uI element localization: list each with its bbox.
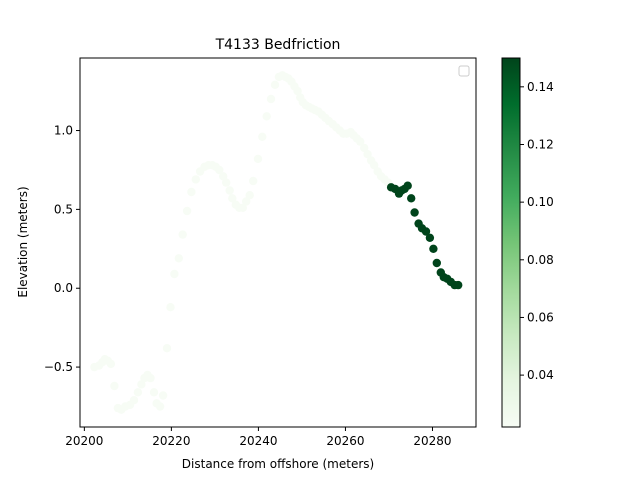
colorbar-tick-label: 0.10	[527, 195, 554, 209]
x-tick-label: 20260	[326, 434, 364, 448]
data-point	[238, 203, 247, 212]
x-tick-label: 20280	[413, 434, 451, 448]
data-point	[363, 150, 372, 159]
data-point	[432, 258, 441, 268]
data-point	[178, 230, 187, 239]
data-point	[215, 165, 224, 175]
data-point	[170, 269, 179, 279]
data-point	[249, 176, 258, 186]
colorbar-tick-label: 0.06	[527, 310, 554, 324]
data-point	[360, 143, 369, 153]
data-point	[245, 191, 254, 200]
data-point	[410, 208, 419, 217]
x-tick-label: 20220	[152, 434, 190, 448]
data-point	[421, 227, 431, 236]
data-point	[266, 94, 276, 104]
scatter-points	[90, 71, 463, 414]
x-axis: 20200 20220 20240 20260 20280	[65, 427, 452, 448]
colorbar-tick-label: 0.14	[527, 80, 554, 94]
data-point	[158, 391, 168, 400]
y-axis: −0.5 0.0 0.5 1.0	[44, 124, 80, 374]
data-point	[166, 303, 175, 312]
y-tick-label: 0.0	[54, 281, 73, 295]
data-point	[155, 402, 165, 411]
chart-title: T4133 Bedfriction	[215, 37, 341, 53]
y-axis-title: Elevation (meters)	[16, 186, 30, 297]
data-point	[146, 373, 155, 383]
data-point	[129, 396, 139, 405]
data-point	[258, 132, 267, 141]
data-point	[219, 172, 228, 181]
data-point	[137, 380, 146, 389]
x-tick-label: 20200	[65, 434, 103, 448]
data-point	[228, 194, 237, 203]
data-point	[370, 161, 379, 170]
data-point	[106, 359, 116, 369]
data-point	[187, 187, 196, 197]
data-point	[356, 137, 365, 146]
plot-frame	[79, 57, 477, 428]
data-point	[110, 381, 119, 391]
colorbar-tick-label: 0.12	[527, 137, 554, 151]
data-point	[293, 86, 302, 96]
colorbar	[501, 57, 521, 428]
colorbar-tick-label: 0.08	[527, 253, 554, 267]
data-point	[270, 80, 280, 90]
data-point	[149, 388, 159, 397]
data-point	[133, 388, 143, 397]
data-point	[429, 244, 438, 253]
data-point	[407, 194, 416, 203]
x-axis-title: Distance from offshore (meters)	[182, 457, 374, 471]
data-point	[242, 197, 251, 206]
y-tick-label: 0.5	[54, 202, 73, 216]
y-tick-label: −0.5	[44, 360, 73, 374]
data-point	[162, 344, 172, 353]
legend-box	[458, 65, 470, 77]
y-tick-label: 1.0	[54, 124, 73, 138]
data-point	[191, 175, 200, 184]
data-point	[225, 186, 234, 195]
x-tick-label: 20240	[239, 434, 277, 448]
data-point	[182, 206, 192, 216]
data-point	[174, 254, 183, 263]
data-point	[262, 112, 271, 121]
data-point	[403, 181, 412, 190]
data-point	[253, 154, 263, 164]
data-point	[425, 233, 435, 242]
colorbar-tick-label: 0.04	[527, 368, 554, 382]
data-point	[454, 280, 463, 290]
colorbar-axis: 0.04 0.06 0.08 0.10 0.12 0.14	[520, 80, 554, 382]
data-point	[222, 178, 231, 187]
